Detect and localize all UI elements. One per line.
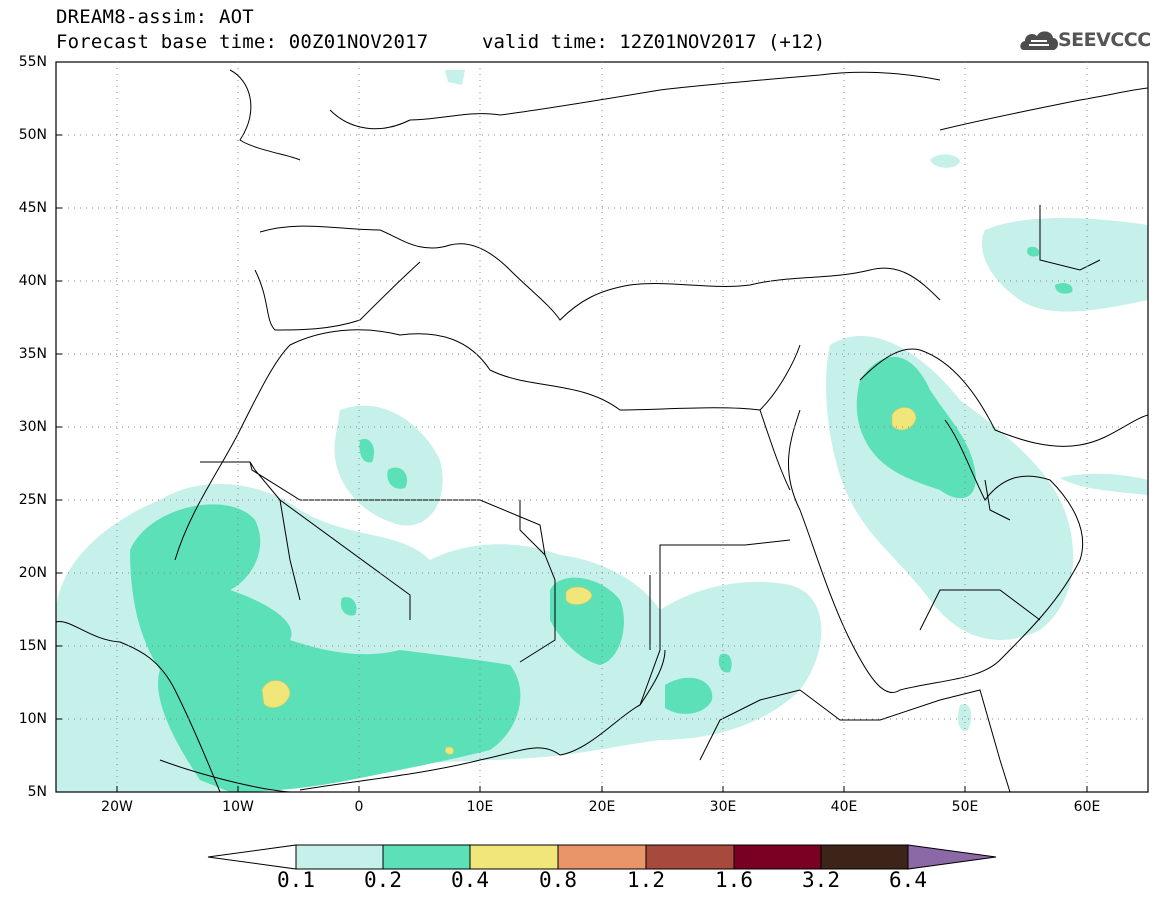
lat-label-35n: 35N xyxy=(18,346,47,362)
colorbar xyxy=(207,844,997,870)
aot-level-0.4 xyxy=(261,407,917,755)
colorbar-label-0.4: 0.4 xyxy=(451,868,489,892)
map-frame xyxy=(55,61,1149,793)
lat-label-20n: 20N xyxy=(18,565,47,581)
gridlines xyxy=(56,62,1148,792)
colorbar-swatch-6 xyxy=(733,844,822,870)
colorbar-label-6.4: 6.4 xyxy=(889,868,927,892)
lat-label-55n: 55N xyxy=(18,54,47,70)
colorbar-label-1.2: 1.2 xyxy=(627,868,665,892)
lon-label-20w: 20W xyxy=(101,799,133,815)
lon-label-60e: 60E xyxy=(1073,799,1101,815)
colorbar-label-1.6: 1.6 xyxy=(715,868,753,892)
colorbar-upper-triangle xyxy=(907,844,997,870)
lat-label-40n: 40N xyxy=(18,273,47,289)
colorbar-swatch-4 xyxy=(557,844,647,870)
aot-level-0.2 xyxy=(130,246,1073,792)
lon-label-30e: 30E xyxy=(709,799,737,815)
colorbar-label-3.2: 3.2 xyxy=(802,868,840,892)
lat-label-25n: 25N xyxy=(18,492,47,508)
coastlines-and-borders xyxy=(56,69,1148,792)
colorbar-label-0.2: 0.2 xyxy=(364,868,402,892)
lat-label-30n: 30N xyxy=(18,419,47,435)
lat-label-10n: 10N xyxy=(18,711,47,727)
colorbar-swatch-7 xyxy=(820,844,909,870)
colorbar-swatch-5 xyxy=(645,844,735,870)
aot-field xyxy=(56,70,1148,792)
lon-label-0: 0 xyxy=(354,799,364,815)
lon-label-10w: 10W xyxy=(222,799,254,815)
cloud-icon xyxy=(1020,31,1059,50)
lat-label-5n: 5N xyxy=(27,784,47,800)
axis-ticks xyxy=(56,134,1088,792)
forecast-base-time: Forecast base time: 00Z01NOV2017 xyxy=(56,31,429,53)
lon-label-40e: 40E xyxy=(830,799,858,815)
logo-text: SEEVCCC xyxy=(1058,29,1151,51)
colorbar-lower-triangle xyxy=(207,844,297,870)
colorbar-label-0.8: 0.8 xyxy=(539,868,577,892)
lat-label-50n: 50N xyxy=(18,127,47,143)
map-title: DREAM8-assim: AOT xyxy=(56,6,254,28)
lat-label-15n: 15N xyxy=(18,638,47,654)
colorbar-swatch-2 xyxy=(382,844,471,870)
colorbar-label-0.1: 0.1 xyxy=(277,868,315,892)
lat-label-45n: 45N xyxy=(18,200,47,216)
colorbar-swatch-3 xyxy=(469,844,559,870)
lon-label-10e: 10E xyxy=(466,799,494,815)
valid-time: valid time: 12Z01NOV2017 (+12) xyxy=(482,31,826,53)
lon-label-50e: 50E xyxy=(951,799,979,815)
lon-label-20e: 20E xyxy=(588,799,616,815)
colorbar-swatch-1 xyxy=(295,844,384,870)
